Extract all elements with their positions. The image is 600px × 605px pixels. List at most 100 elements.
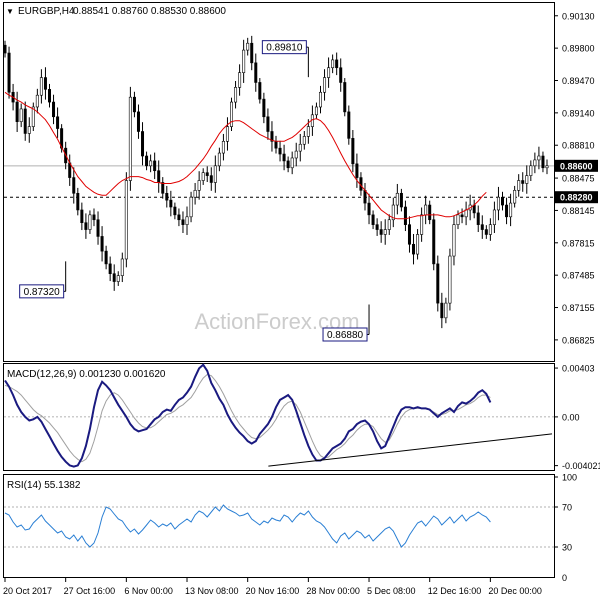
price-tick-label: 0.87815 [562,238,595,248]
candle-body [250,42,254,64]
collapse-arrow-icon[interactable]: ▼ [6,7,14,16]
candle-body [420,214,424,235]
candle-body [440,302,444,319]
candle-body [181,219,185,225]
candle-body [96,219,100,237]
candle-body [201,172,205,181]
candle-body [266,116,270,132]
candle-body [52,101,56,118]
candle-body [480,224,484,230]
candle-body [529,165,533,176]
rsi-tick-label: 70 [562,503,572,513]
rsi-tick-label: 30 [562,543,572,553]
candle-body [488,224,492,235]
candle-body [132,96,136,113]
macd-tick-label: -0.004021 [562,461,600,471]
x-tick-label: 5 Dec 08:00 [367,586,416,596]
candle-body [428,204,432,221]
candle-body [367,202,371,216]
candle-body [355,163,359,178]
macd-trendline [268,433,553,467]
candle-body [391,204,395,221]
candle-body [217,152,221,167]
candle-body [173,206,177,216]
candle-body [343,82,347,113]
candlesticks [3,35,549,329]
annotation-box [322,327,368,342]
candle-body [424,204,428,216]
candle-body [294,150,298,159]
candle-body [274,141,278,149]
candle-body [254,62,258,83]
candle-body [476,212,480,225]
candle-body [43,77,47,90]
price-tick-label: 0.88475 [562,174,595,184]
dashed-level-badge-bg [555,191,598,204]
candle-body [545,165,549,169]
annotation-label: 0.87320 [24,287,61,298]
candle-body [379,229,383,235]
candle-body [533,159,537,167]
candle-body [282,153,286,162]
candle-body [185,216,189,225]
x-tick-label: 6 Nov 00:00 [124,586,173,596]
candle-body [318,91,322,108]
candle-body [432,219,436,265]
x-tick-label: 27 Oct 16:00 [64,586,116,596]
candle-body [460,214,464,218]
candle-body [161,182,165,194]
rsi-panel-frame [3,474,555,578]
candle-body [286,160,290,169]
price-panel-frame [3,2,555,362]
price-reference-lines [4,165,554,198]
candle-body [456,214,460,225]
candle-body [177,214,181,221]
candle-body [242,49,246,73]
candle-body [452,224,456,257]
candle-body [136,111,140,132]
candle-body [238,72,242,88]
x-tick-label: 20 Oct 2017 [3,586,52,596]
candle-body [517,180,521,191]
candle-body [509,202,513,218]
candle-body [513,190,517,204]
macd-line [4,363,492,468]
candle-body [363,190,367,204]
price-tick-label: 0.89470 [562,76,595,86]
candle-body [270,131,274,142]
candle-body [19,108,23,122]
candle-body [153,160,157,172]
price-tick-label: 0.88810 [562,141,595,151]
candle-body [7,52,11,93]
candle-body [347,111,351,139]
candle-body [3,44,7,54]
candle-body [464,209,468,218]
candle-body [47,89,51,103]
annotation-box [261,40,307,55]
candle-body [290,157,294,169]
candle-body [505,204,509,218]
macd-signal-line [4,373,491,463]
candle-body [541,155,545,169]
symbol-label: EURGBP,H4 [18,6,75,17]
rsi-title: RSI(14) 55.1382 [7,480,81,491]
candle-body [323,77,327,93]
rsi-indicator: 100 70 30 0 [4,473,577,583]
candle-body [448,255,452,304]
candle-body [302,136,306,145]
candle-body [230,101,234,127]
x-tick-label: 12 Dec 16:00 [428,586,482,596]
macd-indicator: 0.00403 0.00 -0.004021 [4,363,600,471]
candle-body [501,196,505,206]
candle-body [496,196,500,211]
candle-body [213,165,217,183]
price-axis: 0.90130 0.89800 0.89470 0.89140 0.88810 0.884… [554,11,598,345]
x-tick-label: 20 Dec 00:00 [488,586,542,596]
candle-body [145,155,149,167]
candle-body [314,106,318,116]
candle-body [298,143,302,152]
candle-body [521,180,525,184]
annotation-label: 0.86880 [327,330,364,341]
candle-body [31,106,35,127]
candle-body [100,236,104,252]
